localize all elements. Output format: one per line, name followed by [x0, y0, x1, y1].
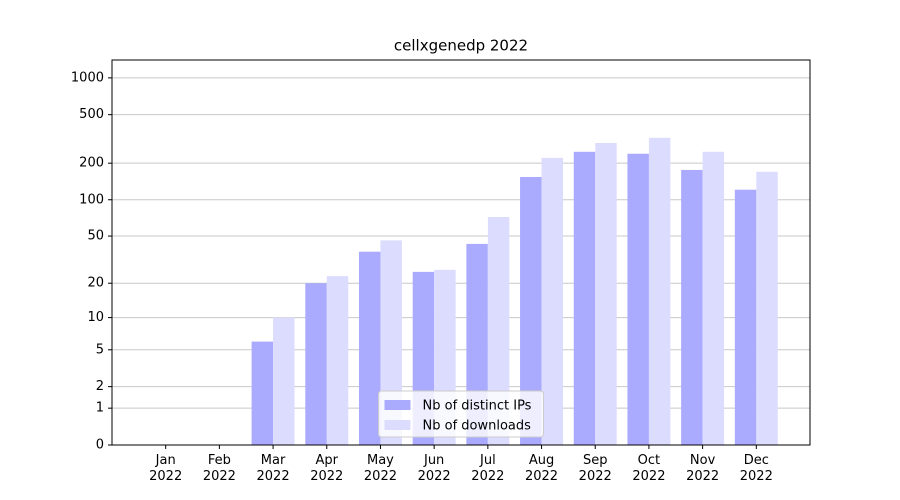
x-tick-label: Aug 2022: [524, 453, 559, 484]
bar: [305, 283, 327, 445]
y-tick-label: 50: [87, 229, 104, 244]
bar: [648, 137, 671, 445]
x-tick-label: Feb 2022: [202, 453, 236, 484]
x-tick-label: Oct 2022: [632, 453, 666, 484]
y-tick-label: 200: [79, 156, 104, 171]
chart-title: cellxgenedp 2022: [394, 37, 528, 55]
y-tick-label: 0: [96, 438, 104, 453]
bar: [627, 153, 649, 445]
y-tick-label: 1000: [71, 70, 104, 85]
bar: [541, 157, 564, 446]
y-tick-label: 5: [96, 342, 104, 357]
x-tick-label: Sep 2022: [578, 453, 612, 484]
legend-swatch: [384, 420, 411, 430]
bar: [595, 142, 617, 445]
legend-box: [378, 390, 544, 438]
legend-swatch: [384, 400, 411, 410]
y-tick-label: 20: [87, 276, 104, 291]
x-tick-label: Jan 2022: [149, 453, 183, 484]
bar: [326, 276, 349, 445]
y-tick-label: 2: [96, 379, 104, 394]
bar: [358, 251, 381, 445]
x-tick-label: Mar 2022: [256, 453, 290, 484]
legend-label: Nb of distinct IPs: [423, 399, 532, 414]
legend-label: Nb of downloads: [423, 419, 532, 434]
bar: [573, 151, 596, 445]
bar: [251, 341, 274, 445]
y-tick-label: 10: [87, 310, 104, 325]
bar: [520, 176, 542, 445]
x-tick-label: May 2022: [363, 453, 397, 484]
x-tick-label: Apr 2022: [310, 453, 344, 484]
x-tick-label: Jun 2022: [417, 453, 451, 484]
grid: [112, 77, 810, 446]
bar: [756, 171, 778, 446]
x-tick-label: Nov 2022: [686, 453, 720, 484]
bar: [681, 169, 703, 445]
y-tick-label: 1: [96, 401, 104, 416]
x-tick-label: Dec 2022: [739, 453, 773, 484]
y-tick-label: 500: [79, 107, 104, 122]
x-tick-label: Jul 2022: [471, 453, 505, 484]
bar: [734, 189, 757, 445]
bar: [487, 217, 510, 445]
bar: [273, 317, 295, 445]
y-tick-label: 100: [79, 192, 104, 207]
bar: [702, 151, 725, 445]
plot-frame: [111, 59, 811, 446]
